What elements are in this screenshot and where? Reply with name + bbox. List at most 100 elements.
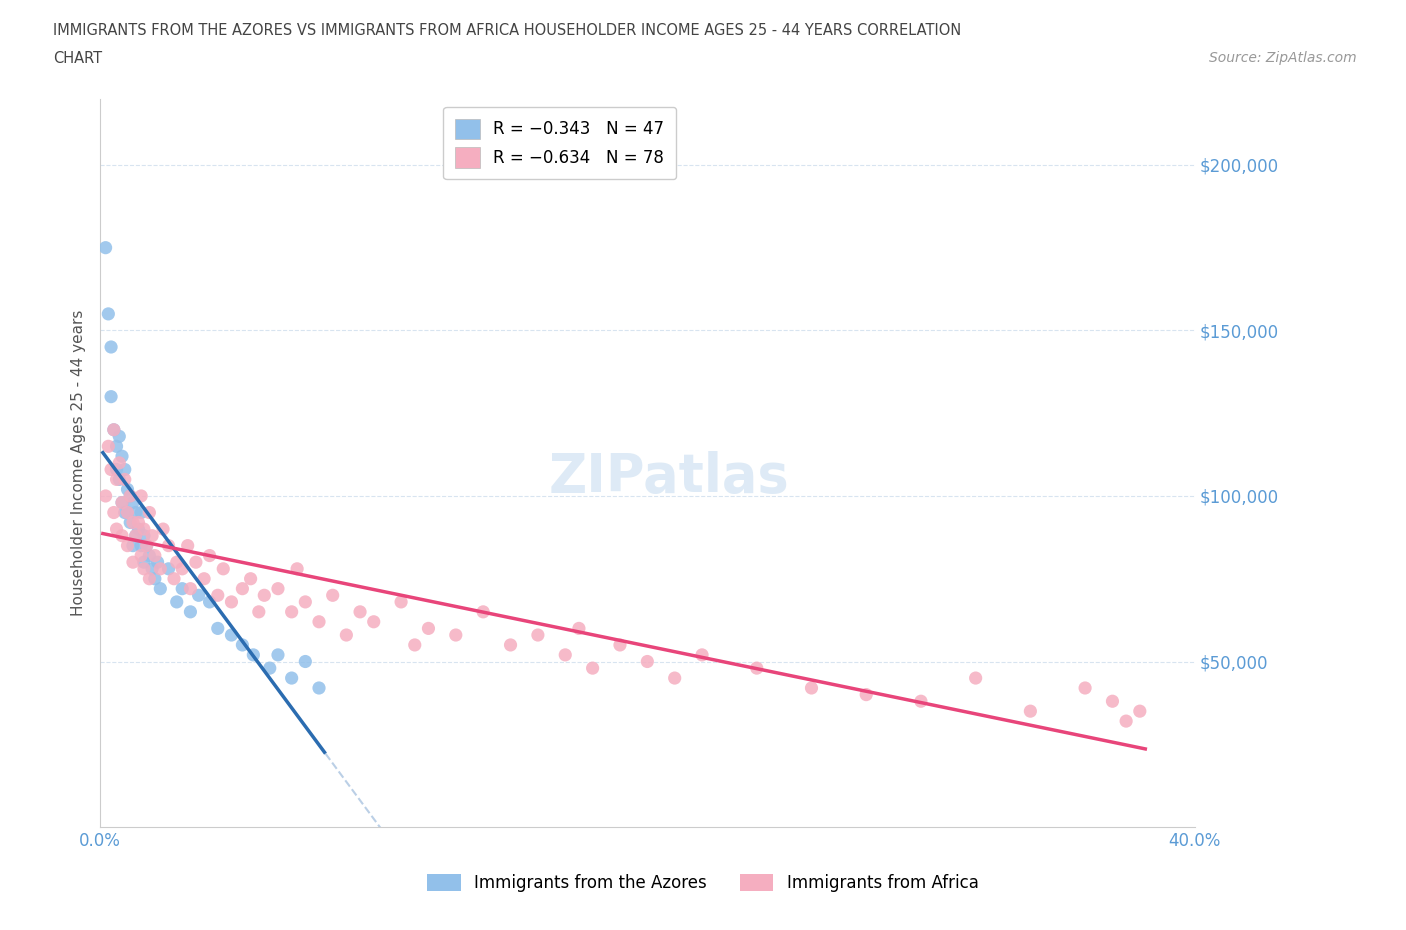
Point [120,515,142,530]
Point [335,628,357,643]
Point [231,637,253,652]
Point [138,505,160,520]
Point [114,462,136,477]
Point [129,548,152,563]
Point [198,594,221,609]
Point [132,522,155,537]
Point [499,637,522,652]
Point [322,588,344,603]
Point [114,505,136,520]
Point [179,581,201,596]
Point [138,571,160,586]
Point [800,681,823,696]
Point [1129,704,1152,719]
Point [187,588,209,603]
Point [172,562,194,577]
Point [554,647,576,662]
Point [105,522,128,537]
Point [117,505,139,520]
Point [103,505,125,520]
Point [267,581,290,596]
Point [120,488,142,503]
Point [117,538,139,553]
Point [363,615,385,630]
Point [143,571,166,586]
Legend: Immigrants from the Azores, Immigrants from Africa: Immigrants from the Azores, Immigrants f… [420,867,986,898]
Point [172,581,194,596]
Point [129,488,152,503]
Point [166,555,188,570]
Point [207,588,229,603]
Point [179,604,201,619]
Point [146,555,169,570]
Point [184,555,207,570]
Y-axis label: Householder Income Ages 25 - 44 years: Householder Income Ages 25 - 44 years [72,310,86,616]
Point [247,604,270,619]
Point [280,671,302,685]
Point [105,462,128,477]
Legend: R = −0.343   N = 47, R = −0.634   N = 78: R = −0.343 N = 47, R = −0.634 N = 78 [443,107,676,179]
Point [135,538,157,553]
Point [125,528,148,543]
Point [129,505,152,520]
Point [157,538,180,553]
Point [176,538,198,553]
Point [122,515,145,530]
Point [568,621,591,636]
Point [207,621,229,636]
Point [141,528,163,543]
Point [444,628,467,643]
Point [122,495,145,510]
Point [294,654,316,669]
Point [239,571,262,586]
Point [125,528,148,543]
Point [1019,704,1042,719]
Point [910,694,932,709]
Point [122,555,145,570]
Point [404,637,426,652]
Point [108,456,131,471]
Point [103,422,125,437]
Point [308,615,330,630]
Point [94,488,117,503]
Point [1115,713,1137,728]
Point [1101,694,1123,709]
Point [221,594,243,609]
Point [105,439,128,454]
Point [609,637,631,652]
Point [120,488,142,503]
Point [100,390,122,405]
Point [94,240,117,255]
Point [105,472,128,487]
Point [212,562,235,577]
Point [285,562,308,577]
Point [111,449,134,464]
Point [198,548,221,563]
Point [636,654,658,669]
Point [97,307,120,322]
Point [127,522,149,537]
Point [97,439,120,454]
Point [221,628,243,643]
Point [117,482,139,497]
Point [389,594,412,609]
Point [152,522,174,537]
Point [259,660,281,675]
Point [127,515,149,530]
Point [117,505,139,520]
Point [132,562,155,577]
Text: IMMIGRANTS FROM THE AZORES VS IMMIGRANTS FROM AFRICA HOUSEHOLDER INCOME AGES 25 : IMMIGRANTS FROM THE AZORES VS IMMIGRANTS… [53,23,962,38]
Point [664,671,686,685]
Point [108,472,131,487]
Point [418,621,440,636]
Point [100,462,122,477]
Point [280,604,302,619]
Point [267,647,290,662]
Point [111,528,134,543]
Point [132,528,155,543]
Point [308,681,330,696]
Point [125,505,148,520]
Point [745,660,768,675]
Point [132,555,155,570]
Point [103,422,125,437]
